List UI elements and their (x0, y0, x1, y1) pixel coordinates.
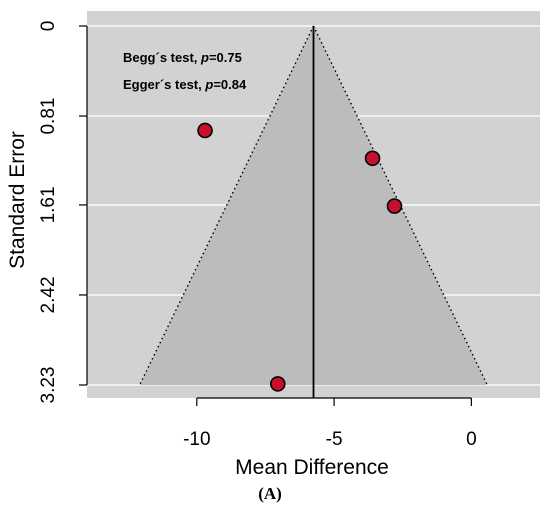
study-point-1 (197, 122, 213, 139)
study-point-2 (364, 150, 381, 167)
axes: -10 -5 0 0 0.81 1.61 2.42 3.23 (38, 21, 477, 450)
annotation-begg: Begg´s test, p=0.75 (123, 50, 242, 65)
x-tick-label-2: 0 (466, 429, 477, 450)
x-tick-label-0: -10 (183, 429, 210, 450)
annotation-egger: Egger´s test, p=0.84 (123, 77, 247, 92)
y-tick-label-1: 0.81 (38, 98, 59, 135)
study-point-4 (270, 376, 286, 392)
x-tick-label-1: -5 (326, 429, 343, 450)
study-point-3 (386, 198, 403, 214)
y-tick-label-4: 3.23 (38, 367, 59, 404)
funnel-ci-left-line (139, 25, 315, 386)
y-tick-label-0: 0 (38, 21, 59, 32)
y-tick-label-3: 2.42 (38, 276, 59, 313)
x-axis-label: Mean Difference (235, 456, 389, 479)
y-tick-label-2: 1.61 (38, 186, 59, 223)
y-axis-label: Standard Error (6, 131, 29, 269)
figure-caption: (A) (258, 484, 282, 503)
study-points (197, 122, 403, 392)
